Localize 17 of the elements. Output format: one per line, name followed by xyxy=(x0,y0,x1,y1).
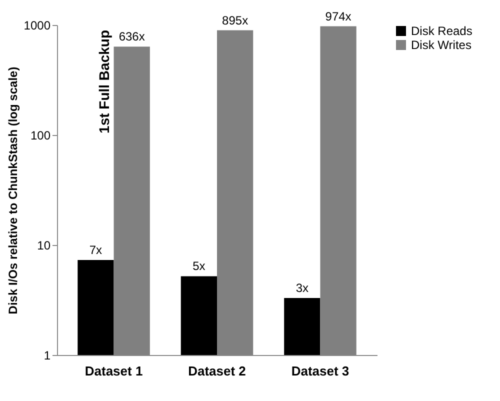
y-tick-label: 1 xyxy=(44,348,51,362)
data-label: 3x xyxy=(296,280,309,295)
data-label: 895x xyxy=(222,13,248,28)
data-label: 636x xyxy=(118,30,145,44)
x-tick-label: Dataset 1 xyxy=(84,364,143,378)
legend-label: Disk Writes xyxy=(411,38,472,52)
legend-label: Disk Reads xyxy=(411,24,472,38)
x-tick-label: Dataset 2 xyxy=(188,364,246,378)
y-tick-label: 100 xyxy=(30,128,51,142)
y-tick-label: 10 xyxy=(37,238,51,252)
y-axis-title: Disk I/Os relative to ChunkStash (log scale) xyxy=(6,66,20,314)
data-label: 7x xyxy=(89,243,102,258)
annotation: 1st Full Backup xyxy=(96,30,112,134)
data-label: 5x xyxy=(192,259,206,274)
data-label: 974x xyxy=(325,9,352,24)
x-tick-label: Dataset 3 xyxy=(291,364,350,378)
y-tick-label: 1000 xyxy=(24,18,51,32)
